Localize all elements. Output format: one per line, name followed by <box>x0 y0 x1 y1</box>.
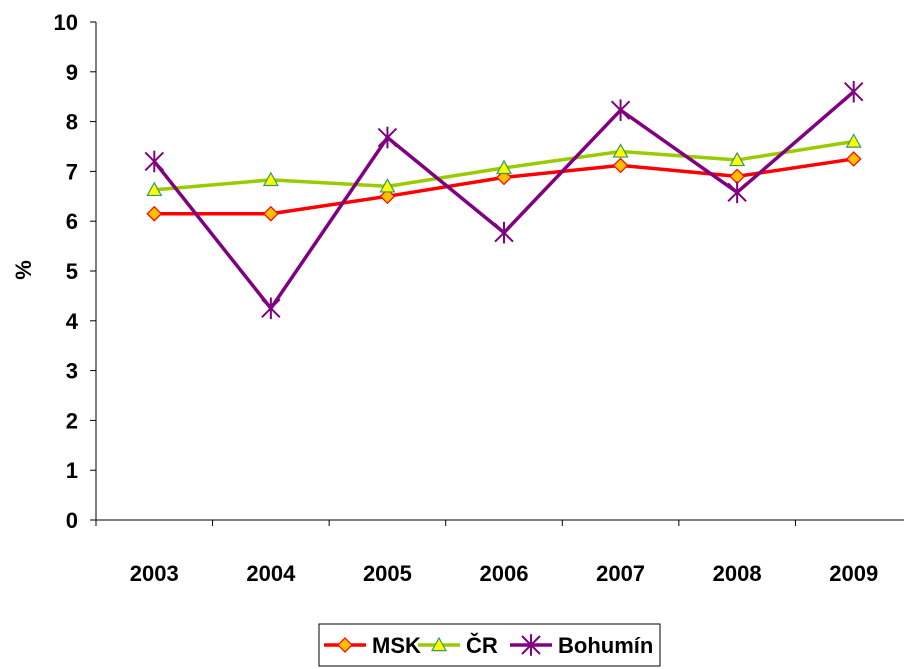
y-axis-tick-labels: 0 1 2 3 4 5 6 7 8 9 10 <box>54 10 79 533</box>
y-tick-label: 0 <box>66 508 78 533</box>
series-markers <box>144 80 864 320</box>
legend-label: MSK <box>372 633 421 658</box>
x-axis-tick-labels: 2003 2004 2005 2006 2007 2008 2009 <box>130 561 878 586</box>
legend-entry: ČR <box>418 633 498 658</box>
y-tick-label: 8 <box>66 110 78 135</box>
x-tick-label: 2009 <box>829 561 878 586</box>
data-point-marker <box>379 188 396 205</box>
y-tick-label: 9 <box>66 60 78 85</box>
data-point-marker <box>263 205 279 222</box>
data-point-marker <box>146 181 163 197</box>
data-point-marker <box>612 157 629 174</box>
x-tick-label: 2003 <box>130 561 179 586</box>
data-point-marker <box>612 143 629 158</box>
data-point-marker <box>845 133 862 148</box>
data-point-marker <box>146 205 163 222</box>
x-tick-label: 2007 <box>596 561 645 586</box>
data-point-marker <box>610 99 631 121</box>
data-point-marker <box>430 636 448 652</box>
data-point-marker <box>495 159 513 175</box>
legend-entry: MSK <box>324 633 421 658</box>
y-tick-label: 4 <box>66 309 79 334</box>
x-tick-label: 2006 <box>480 561 529 586</box>
data-point-marker <box>845 151 862 167</box>
legend-label: ČR <box>466 633 498 658</box>
data-point-marker <box>521 634 541 656</box>
legend-entry: Bohumín <box>510 633 653 658</box>
data-point-marker <box>262 171 279 187</box>
data-point-marker <box>727 181 747 204</box>
legend: MSK ČR Bohumín <box>318 623 661 667</box>
y-tick-label: 3 <box>66 359 78 384</box>
data-point-marker <box>144 150 164 173</box>
data-point-marker <box>377 126 398 149</box>
data-point-marker <box>729 151 746 167</box>
data-point-marker <box>261 297 281 320</box>
series-lines <box>152 90 855 311</box>
data-point-marker <box>844 80 864 103</box>
axes <box>90 21 904 526</box>
x-tick-label: 2005 <box>363 561 412 586</box>
data-point-marker <box>337 637 353 653</box>
series-line-3 <box>152 90 855 311</box>
legend-label: Bohumín <box>558 633 653 658</box>
data-point-marker <box>729 168 745 185</box>
x-tick-label: 2004 <box>246 561 296 586</box>
y-tick-label: 1 <box>66 458 78 483</box>
y-tick-label: 5 <box>66 259 78 284</box>
y-axis-title: % <box>11 260 36 280</box>
data-point-marker <box>494 221 514 244</box>
y-tick-label: 6 <box>66 209 78 234</box>
y-tick-label: 10 <box>54 10 78 35</box>
legend-box <box>318 623 661 667</box>
data-point-marker <box>379 178 396 193</box>
x-tick-label: 2008 <box>713 561 762 586</box>
y-tick-label: 7 <box>66 159 78 184</box>
y-tick-label: 2 <box>66 408 78 433</box>
